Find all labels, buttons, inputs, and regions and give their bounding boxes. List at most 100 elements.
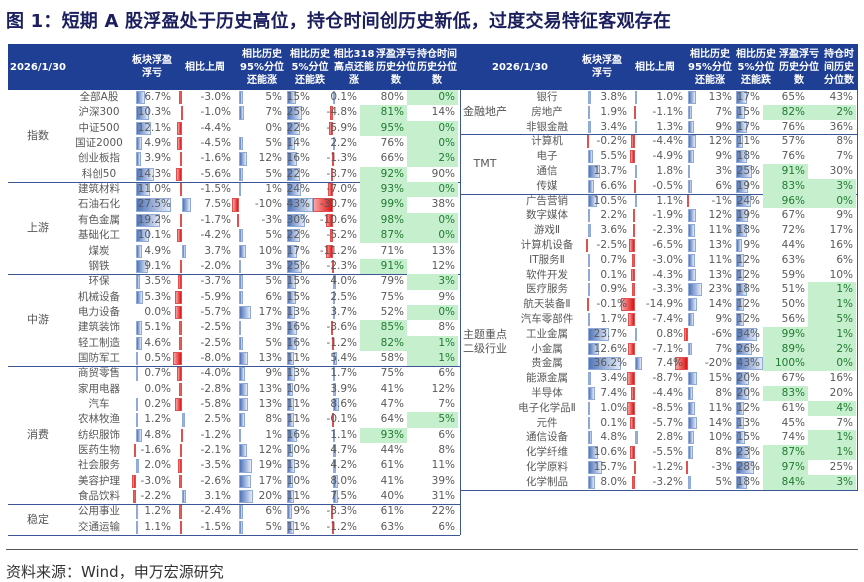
left-cell: 11% [407, 458, 458, 473]
cell-value: -1.2% [326, 520, 357, 533]
right-cell: 1% [808, 282, 856, 298]
right-cell: 96% [763, 193, 808, 209]
cell-value: 19% [736, 209, 760, 222]
industry-name: 贵金属 [531, 357, 563, 370]
cell-value: 61% [380, 505, 404, 518]
left-cell: 5.3% [130, 290, 174, 305]
right-cell: -4.9% [630, 149, 686, 164]
positive-data-bar [239, 351, 249, 366]
cell-value: -0.1% [596, 298, 627, 311]
left-cell: 4.2% [313, 458, 360, 473]
cell-value: -2.3% [326, 259, 357, 272]
positive-data-bar [333, 428, 335, 443]
cell-value: 7% [438, 398, 455, 410]
positive-data-bar [588, 283, 590, 297]
left-cell: 煤炭 [68, 244, 130, 259]
negative-data-bar [330, 505, 333, 519]
positive-data-bar [136, 505, 138, 519]
right-cell: 26% [735, 342, 763, 357]
cell-value: -5.9% [200, 290, 231, 303]
right-cell: 43% [735, 356, 764, 371]
cell-value: 4.7% [330, 444, 357, 457]
positive-data-bar [239, 367, 246, 381]
cell-value: 4% [836, 401, 853, 414]
right-cell: 通信 [510, 164, 584, 179]
negative-data-bar [175, 305, 182, 320]
cell-value: 1.9% [600, 105, 627, 118]
left-cell: 8.6% [313, 397, 360, 412]
industry-name: 通信设备 [526, 431, 568, 444]
cell-value: 11.0% [137, 183, 171, 196]
industry-name: 科创50 [81, 167, 117, 180]
cell-value: 0.9% [600, 283, 627, 296]
left-cell: 95% [360, 120, 407, 137]
left-cell: 0.7% [130, 366, 174, 381]
right-cell: 65% [763, 90, 808, 105]
positive-data-bar [736, 224, 748, 237]
cell-value: 1% [438, 351, 455, 364]
positive-data-bar [287, 321, 297, 335]
cell-value: 17% [258, 474, 282, 487]
positive-data-bar [688, 416, 697, 430]
cell-value: 20% [736, 387, 760, 399]
right-cell: 9% [686, 149, 735, 164]
industry-name: 建筑材料 [78, 183, 120, 196]
cell-value: 75% [380, 367, 404, 380]
left-cell: 7% [407, 397, 458, 412]
positive-data-bar [287, 336, 297, 350]
left-cell: 0% [407, 182, 458, 198]
positive-data-bar [239, 290, 244, 304]
cell-value: 0% [438, 121, 455, 134]
right-cell: 82% [763, 104, 808, 120]
left-cell: -1.3% [313, 151, 360, 166]
right-cell: 83% [763, 178, 808, 194]
cell-value: 8% [715, 387, 732, 399]
industry-name: 家用电器 [78, 382, 120, 395]
positive-data-bar [736, 387, 749, 400]
right-cell: 12% [686, 134, 735, 149]
cell-value: 1% [836, 298, 853, 311]
left-cell: 5% [234, 228, 285, 243]
group-separator [8, 274, 460, 276]
left-cell: 0% [407, 90, 458, 106]
group-separator [8, 504, 460, 506]
positive-data-bar [239, 244, 246, 258]
left-cell: 5% [407, 412, 458, 428]
cell-value: 82% [781, 105, 805, 118]
positive-data-bar [239, 321, 242, 335]
right-cell: 13% [686, 90, 735, 105]
left-cell: 11% [285, 520, 313, 535]
cell-value: 0% [836, 357, 853, 370]
right-cell: 汽车零部件 [510, 312, 584, 327]
cell-value: 15% [736, 105, 760, 118]
left-cell: 41% [360, 474, 407, 489]
positive-data-bar [635, 327, 637, 341]
cell-value: -3.0% [140, 474, 171, 487]
cell-value: -2.0% [200, 259, 231, 272]
cell-value: 16% [286, 321, 310, 334]
positive-data-bar [736, 120, 747, 134]
cell-value: 5% [438, 413, 455, 426]
positive-data-bar [239, 259, 242, 274]
left-cell: 10% [234, 244, 285, 259]
positive-data-bar [736, 135, 743, 149]
left-cell: 13% [285, 366, 313, 381]
right-cell: 0% [808, 356, 856, 372]
right-cell: 0.8% [630, 327, 686, 342]
right-cell: -3% [686, 460, 735, 475]
left-cell: 3% [407, 274, 458, 290]
header-cell-5: 相比318高点还能涨 [333, 48, 375, 86]
positive-data-bar [333, 290, 335, 304]
cell-value: 15.7% [593, 461, 627, 473]
cell-value: 6% [715, 179, 732, 192]
left-cell: 0% [407, 120, 458, 137]
right-cell: 8.0% [584, 475, 630, 490]
left-cell: 交通运输 [68, 520, 130, 535]
left-cell: 创业板指 [68, 151, 130, 166]
right-cell: 50% [763, 297, 808, 312]
positive-data-bar [588, 120, 592, 134]
left-cell: -1.5% [174, 520, 234, 535]
header-cell-5: 浮盈浮亏历史分位数 [779, 48, 819, 86]
right-cell: 1.3% [630, 120, 686, 135]
cell-value: 34% [736, 327, 760, 340]
